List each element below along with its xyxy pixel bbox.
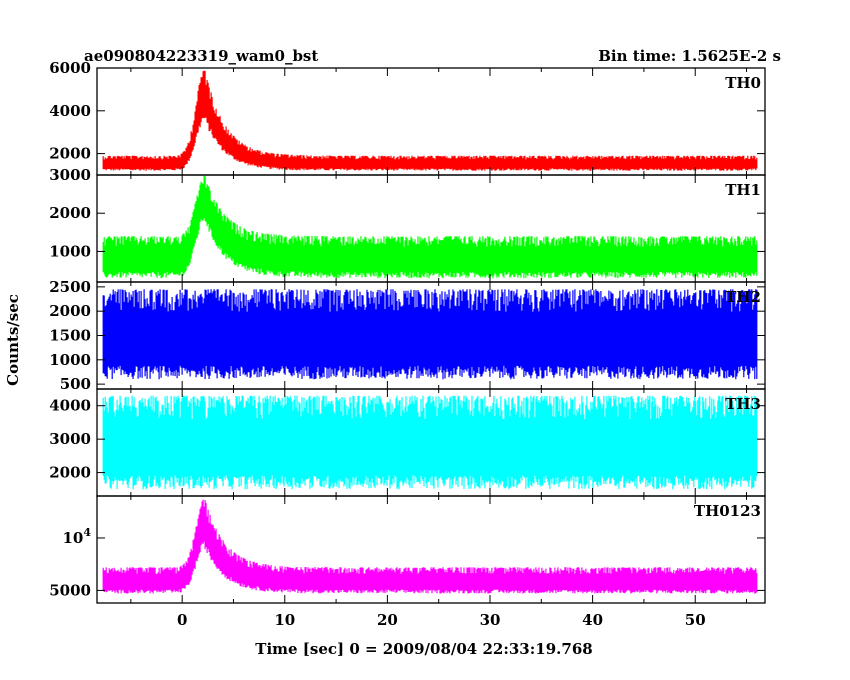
series-line-th3 [102,395,758,490]
x-tick-label: 40 [582,611,603,629]
y-tick-label: 2000 [49,204,91,222]
panel-label-th3: TH3 [725,395,761,413]
x-tick-label: 20 [377,611,398,629]
panel-frame-th0123 [96,495,766,604]
panels-group: TH0200040006000TH1100020003000TH25001000… [49,59,766,629]
y-tick-label: 4000 [49,102,91,120]
panel-label-th1: TH1 [725,181,761,199]
y-tick-label: 3000 [49,166,91,184]
series-line-th0123 [102,499,758,594]
y-tick-label: 500 [60,375,91,393]
chart-title-left: ae090804223319_wam0_bst [84,47,318,65]
y-tick-label: 1000 [49,242,91,260]
y-tick-label: 104 [62,526,91,547]
y-tick-label: 5000 [49,581,91,599]
panel-label-th2: TH2 [725,288,761,306]
y-axis-label: Counts/sec [4,294,22,386]
x-tick-label: 50 [685,611,706,629]
y-tick-label: 2000 [49,145,91,163]
series-line-th1 [102,175,758,279]
x-tick-label: 10 [274,611,295,629]
x-axis-label: Time [sec] 0 = 2009/08/04 22:33:19.768 [255,640,592,658]
series-line-th0 [102,70,758,171]
y-tick-label: 2000 [49,302,91,320]
y-tick-label: 4000 [49,397,91,415]
x-tick-label: 0 [177,611,187,629]
y-tick-label: 3000 [49,430,91,448]
x-tick-label: 30 [480,611,501,629]
y-tick-label: 2500 [49,278,91,296]
chart-title-right: Bin time: 1.5625E-2 s [598,47,781,65]
y-tick-label: 2000 [49,464,91,482]
panel-label-th0: TH0 [725,74,761,92]
y-tick-label: 1000 [49,351,91,369]
y-tick-label: 1500 [49,327,91,345]
panel-label-th0123: TH0123 [694,502,761,520]
series-line-th2 [102,289,758,380]
y-tick-label: 6000 [49,59,91,77]
